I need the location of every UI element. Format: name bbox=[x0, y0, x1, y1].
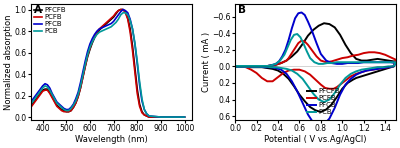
PCFB bbox=[243, 66, 248, 68]
PFCFB bbox=[359, 60, 364, 61]
PFCFB bbox=[147, 116, 152, 118]
PCB bbox=[76, 94, 80, 95]
PFCB bbox=[348, 78, 353, 80]
Text: B: B bbox=[238, 5, 246, 15]
PFCB bbox=[50, 92, 54, 94]
Line: PCB: PCB bbox=[31, 13, 184, 117]
PFCFB bbox=[318, 111, 323, 113]
Y-axis label: Current ( mA ): Current ( mA ) bbox=[202, 32, 211, 92]
PFCB bbox=[343, 84, 348, 86]
PCFB bbox=[104, 22, 109, 23]
PCFB bbox=[182, 116, 187, 118]
PFCFB bbox=[300, 43, 305, 45]
Line: PCFB: PCFB bbox=[235, 41, 396, 89]
X-axis label: Potential ( V vs.Ag/AgCl): Potential ( V vs.Ag/AgCl) bbox=[264, 135, 367, 144]
PFCFB bbox=[114, 13, 118, 15]
PFCB bbox=[283, 49, 288, 51]
PFCB bbox=[104, 25, 109, 26]
PFCB bbox=[394, 62, 398, 64]
PFCFB bbox=[104, 23, 109, 24]
PCFB bbox=[118, 9, 123, 10]
PCFB bbox=[50, 97, 54, 99]
PCB bbox=[114, 22, 118, 23]
PFCB bbox=[375, 68, 380, 70]
PCFB bbox=[102, 24, 106, 25]
Line: PFCB: PFCB bbox=[235, 12, 396, 126]
PCB bbox=[394, 61, 398, 63]
PCB bbox=[343, 77, 348, 79]
PCFB bbox=[147, 116, 152, 118]
PCB bbox=[102, 29, 106, 31]
PCB bbox=[295, 33, 300, 35]
PCFB bbox=[331, 88, 336, 90]
PCFB bbox=[233, 65, 238, 67]
PFCFB bbox=[322, 22, 326, 24]
PCFB bbox=[314, 56, 319, 57]
Legend: PFCFB, PCFB, PFCB, PCB: PFCFB, PCFB, PFCB, PCB bbox=[33, 6, 66, 35]
PFCB bbox=[233, 65, 238, 67]
PFCFB bbox=[76, 96, 80, 98]
Line: PFCFB: PFCFB bbox=[235, 23, 396, 112]
PCFB bbox=[299, 40, 304, 42]
Line: PFCB: PFCB bbox=[31, 9, 184, 117]
PFCFB bbox=[354, 58, 358, 60]
PCB bbox=[348, 73, 353, 75]
PCB bbox=[50, 94, 54, 95]
PCFB bbox=[114, 12, 118, 14]
PCB bbox=[367, 61, 372, 63]
PFCB bbox=[114, 17, 118, 19]
PCB bbox=[233, 65, 238, 67]
PFCB bbox=[76, 91, 80, 93]
Line: PFCFB: PFCFB bbox=[31, 9, 184, 117]
PCFB bbox=[76, 96, 80, 98]
PFCFB bbox=[28, 105, 33, 107]
PCB bbox=[182, 116, 187, 118]
PFCFB bbox=[182, 116, 187, 118]
PCFB bbox=[270, 80, 275, 82]
PCFB bbox=[334, 59, 339, 61]
PCB bbox=[322, 101, 326, 103]
PFCFB bbox=[102, 25, 106, 26]
PFCFB bbox=[345, 82, 350, 84]
Legend: PFCFB, PCFB, PFCB, PCB: PFCFB, PCFB, PFCB, PCB bbox=[307, 87, 340, 116]
PFCFB bbox=[233, 65, 238, 67]
PFCB bbox=[299, 12, 304, 13]
PFCFB bbox=[50, 96, 54, 98]
PFCB bbox=[233, 65, 238, 67]
PCFB bbox=[377, 52, 382, 54]
PFCB bbox=[102, 26, 106, 28]
Line: PCB: PCB bbox=[235, 34, 396, 102]
PCB bbox=[121, 12, 126, 14]
PFCFB bbox=[118, 9, 123, 10]
PCB bbox=[375, 66, 380, 68]
PCB bbox=[28, 103, 33, 105]
PFCB bbox=[316, 125, 321, 127]
PFCB bbox=[28, 101, 33, 103]
PFCFB bbox=[343, 44, 348, 46]
PFCB bbox=[158, 116, 163, 118]
PFCFB bbox=[332, 26, 337, 28]
PCB bbox=[104, 28, 109, 30]
PFCB bbox=[182, 116, 187, 118]
Text: A: A bbox=[34, 5, 42, 15]
PCFB bbox=[28, 107, 33, 108]
PCB bbox=[233, 65, 238, 67]
PCB bbox=[158, 116, 163, 118]
PCFB bbox=[380, 67, 385, 69]
X-axis label: Wavelength (nm): Wavelength (nm) bbox=[75, 135, 148, 144]
PCB bbox=[285, 46, 290, 48]
PFCB bbox=[97, 28, 102, 30]
PFCB bbox=[121, 9, 126, 10]
Y-axis label: Normalized absorption: Normalized absorption bbox=[4, 15, 13, 110]
PFCFB bbox=[97, 29, 102, 31]
PFCB bbox=[367, 61, 372, 63]
PFCFB bbox=[233, 65, 238, 67]
PCFB bbox=[233, 65, 238, 67]
Line: PCFB: PCFB bbox=[31, 9, 184, 117]
PCFB bbox=[97, 28, 102, 30]
PCB bbox=[97, 31, 102, 33]
